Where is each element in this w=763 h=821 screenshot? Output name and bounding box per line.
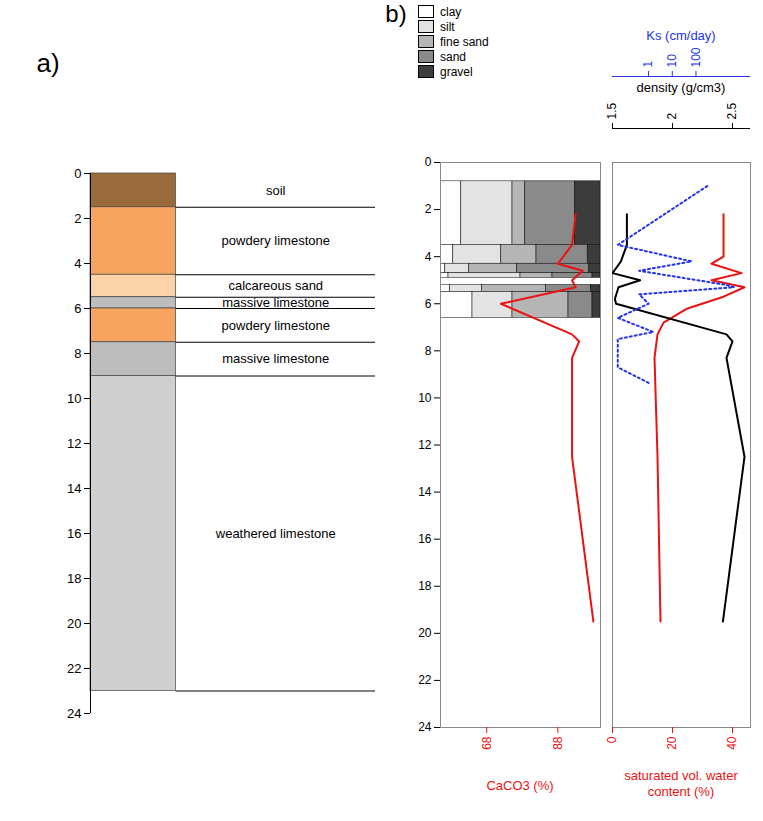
- svg-text:14: 14: [418, 485, 432, 499]
- html-text:sand: sand: [440, 49, 466, 64]
- svg-text:0: 0: [425, 155, 432, 169]
- svg-text:powdery limestone: powdery limestone: [222, 233, 330, 248]
- svg-text:weathered limestone: weathered limestone: [215, 526, 336, 541]
- svg-text:massive limestone: massive limestone: [222, 351, 329, 366]
- svg-text:16: 16: [418, 532, 432, 546]
- svg-text:8: 8: [74, 346, 81, 361]
- svg-text:soil: soil: [266, 183, 286, 198]
- svg-text:4: 4: [74, 256, 81, 271]
- svg-text:6: 6: [425, 297, 432, 311]
- svg-text:40: 40: [725, 736, 739, 750]
- svg-text:24: 24: [418, 720, 432, 734]
- html-text:b): b): [385, 0, 407, 27]
- svg-text:20: 20: [665, 736, 679, 750]
- html-text:density (g/cm3): density (g/cm3): [636, 80, 726, 95]
- svg-text:0: 0: [74, 166, 81, 181]
- svg-text:1.5: 1.5: [605, 102, 619, 119]
- svg-text:20: 20: [418, 626, 432, 640]
- svg-text:16: 16: [67, 526, 81, 541]
- html-text:CaCO3 (%): CaCO3 (%): [486, 778, 554, 793]
- svg-text:2: 2: [665, 113, 679, 120]
- svg-text:6: 6: [74, 301, 81, 316]
- svg-text:8: 8: [425, 344, 432, 358]
- svg-text:12: 12: [67, 436, 81, 451]
- svg-text:100: 100: [689, 47, 703, 67]
- svg-text:22: 22: [67, 661, 81, 676]
- html-text:saturated vol. water content (: saturated vol. water content (%): [624, 768, 738, 799]
- html-text:a): a): [36, 48, 60, 78]
- svg-text:24: 24: [67, 706, 81, 721]
- html-text:silt: silt: [440, 19, 455, 34]
- svg-text:68: 68: [480, 736, 494, 750]
- svg-text:calcareous sand: calcareous sand: [228, 278, 323, 293]
- html-text:clay: clay: [440, 4, 462, 19]
- svg-text:88: 88: [551, 736, 565, 750]
- svg-text:12: 12: [418, 438, 432, 452]
- svg-text:18: 18: [67, 571, 81, 586]
- svg-text:14: 14: [67, 481, 81, 496]
- svg-text:10: 10: [665, 54, 679, 68]
- html-text:fine sand: fine sand: [440, 34, 489, 49]
- svg-text:2: 2: [425, 202, 432, 216]
- svg-text:22: 22: [418, 673, 432, 687]
- html-text:Ks (cm/day): Ks (cm/day): [646, 28, 716, 43]
- svg-text:10: 10: [418, 391, 432, 405]
- svg-text:18: 18: [418, 579, 432, 593]
- svg-text:0: 0: [605, 736, 619, 743]
- html-text:gravel: gravel: [440, 64, 473, 79]
- svg-text:1: 1: [641, 61, 655, 68]
- svg-text:powdery limestone: powdery limestone: [222, 318, 330, 333]
- svg-text:massive limestone: massive limestone: [222, 295, 329, 310]
- svg-text:20: 20: [67, 616, 81, 631]
- svg-text:4: 4: [425, 250, 432, 264]
- svg-text:10: 10: [67, 391, 81, 406]
- svg-text:2.5: 2.5: [725, 102, 739, 119]
- svg-text:2: 2: [74, 211, 81, 226]
